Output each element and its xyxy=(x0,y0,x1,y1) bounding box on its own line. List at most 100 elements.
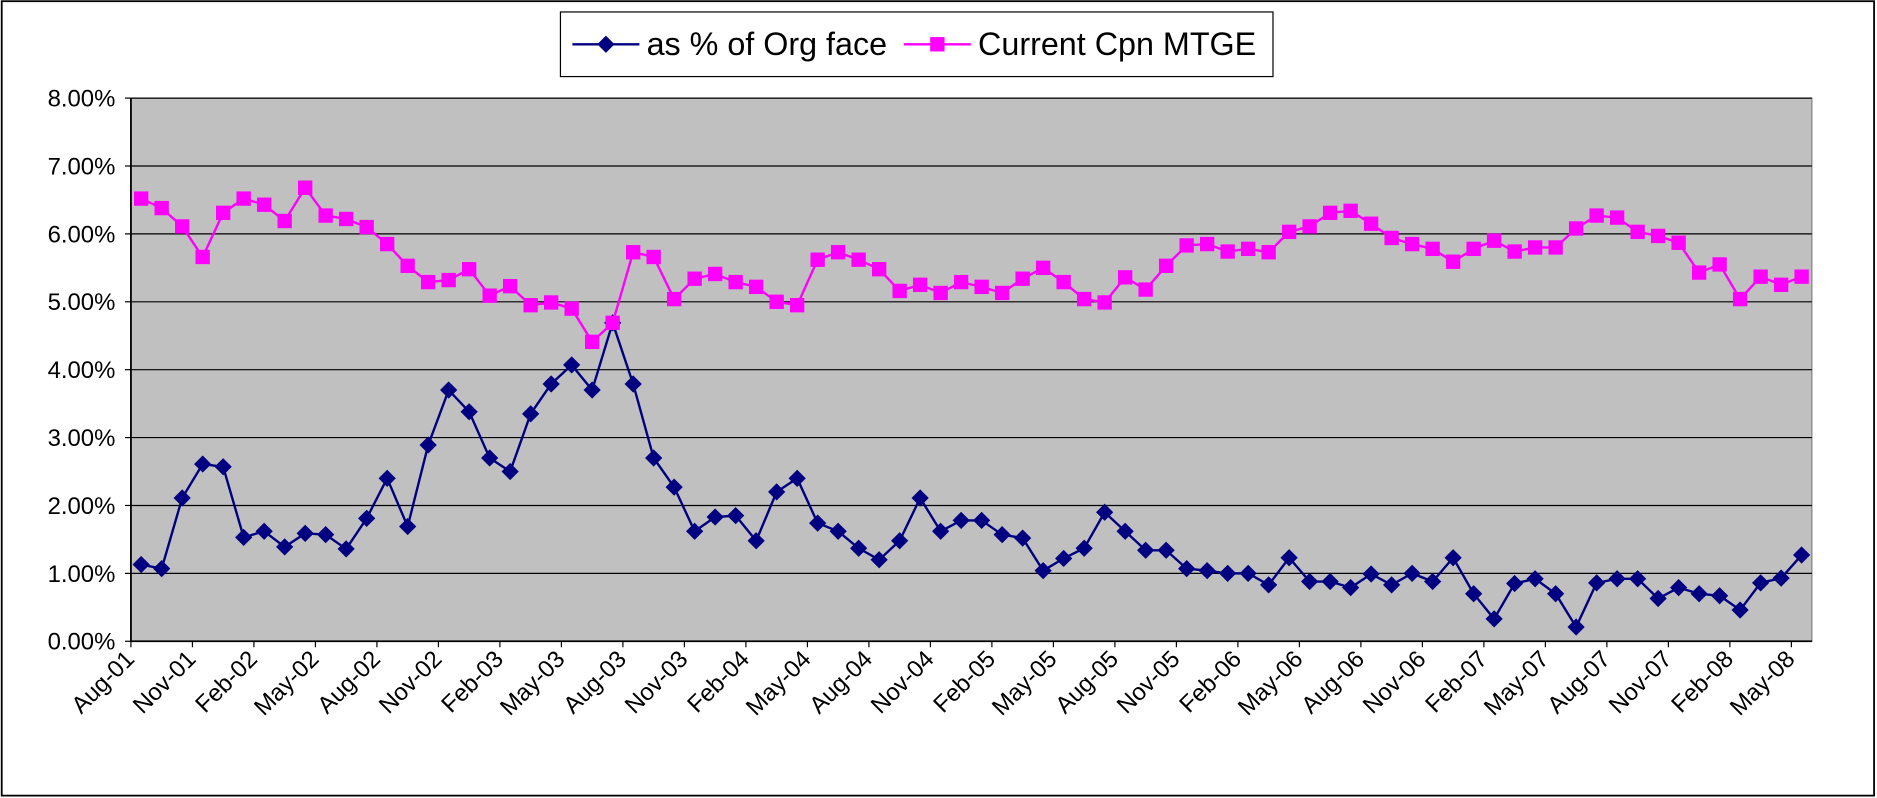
diamond-marker xyxy=(481,449,499,467)
square-marker xyxy=(1445,254,1461,269)
diamond-marker xyxy=(727,507,745,525)
square-marker xyxy=(523,298,538,313)
diamond-marker xyxy=(1444,549,1462,567)
diamond-marker xyxy=(1629,570,1647,588)
diamond-marker xyxy=(563,356,581,374)
plot-area: 0.00% 1.00% 2.00% 3.00% 4.00% 5.00% 6.00% 7.00%… xyxy=(48,85,1813,721)
square-marker xyxy=(851,252,866,267)
diamond-marker xyxy=(1465,585,1483,603)
diamond-marker xyxy=(1403,564,1421,582)
diamond-marker xyxy=(276,538,294,556)
diamond-marker xyxy=(706,508,724,526)
diamond-marker xyxy=(1711,587,1729,605)
square-marker xyxy=(482,288,497,303)
diamond-marker xyxy=(1239,564,1257,582)
diamond-marker xyxy=(1485,610,1503,628)
diamond-marker xyxy=(378,469,396,487)
diamond-marker xyxy=(686,522,704,540)
square-marker xyxy=(687,271,702,286)
square-marker xyxy=(707,266,723,282)
diamond-marker xyxy=(132,555,150,574)
diamond-marker xyxy=(1137,541,1155,559)
square-marker xyxy=(502,278,518,294)
square-marker xyxy=(1302,219,1317,234)
diamond-marker xyxy=(317,526,335,544)
diamond-marker xyxy=(597,35,615,53)
diamond-marker xyxy=(337,540,355,558)
diamond-marker xyxy=(952,511,970,530)
diamond-marker xyxy=(501,462,519,481)
diamond-marker xyxy=(1690,585,1708,603)
diamond-marker xyxy=(194,455,212,473)
square-marker xyxy=(1773,277,1789,292)
square-marker xyxy=(1363,216,1379,231)
square-marker xyxy=(1486,233,1502,248)
square-marker xyxy=(1753,269,1768,284)
diamond-marker xyxy=(1752,574,1770,592)
diamond-marker xyxy=(522,405,540,423)
square-marker xyxy=(1732,291,1748,307)
square-marker xyxy=(318,208,333,223)
legend-label: as % of Org face xyxy=(647,26,888,62)
diamond-marker xyxy=(1219,564,1237,582)
diamond-marker xyxy=(665,478,683,496)
diamond-marker xyxy=(255,522,273,540)
legend: as % of Org face Current Cpn MTGE xyxy=(559,11,1274,78)
legend-box xyxy=(559,11,1274,78)
square-marker xyxy=(174,219,190,234)
square-marker xyxy=(1220,244,1235,259)
y-tick-label: 1.00% xyxy=(48,561,116,588)
square-marker xyxy=(256,197,272,212)
square-marker xyxy=(892,283,907,299)
diamond-marker xyxy=(891,532,909,550)
diamond-marker xyxy=(870,551,888,569)
diamond-marker xyxy=(993,526,1011,544)
square-marker xyxy=(912,277,928,292)
diamond-marker xyxy=(1506,574,1524,593)
square-marker xyxy=(338,211,354,227)
square-marker xyxy=(1158,258,1174,273)
diamond-marker xyxy=(583,381,601,399)
diamond-marker xyxy=(624,375,642,393)
diamond-marker xyxy=(460,403,478,421)
y-tick-label: 6.00% xyxy=(48,221,116,248)
diamond-marker xyxy=(214,458,232,476)
square-marker xyxy=(543,295,559,310)
diamond-marker xyxy=(1096,503,1114,521)
diamond-marker xyxy=(1588,574,1606,592)
square-marker xyxy=(605,315,620,331)
diamond-marker xyxy=(1424,572,1442,591)
square-marker xyxy=(748,279,764,295)
diamond-marker xyxy=(809,514,827,532)
diamond-marker xyxy=(1772,569,1790,587)
y-tick-label: 2.00% xyxy=(48,493,116,520)
square-marker xyxy=(154,200,169,216)
legend-label: Current Cpn MTGE xyxy=(978,26,1256,62)
diamond-marker xyxy=(1055,549,1073,568)
square-marker xyxy=(1076,291,1092,307)
diamond-marker xyxy=(296,524,314,542)
diamond-marker xyxy=(788,469,806,487)
square-marker xyxy=(1507,244,1522,259)
square-marker xyxy=(1404,236,1420,252)
square-marker xyxy=(1384,230,1399,246)
square-marker xyxy=(1240,241,1256,257)
diamond-marker xyxy=(1567,618,1585,636)
square-marker xyxy=(830,245,846,260)
diamond-marker xyxy=(1157,541,1175,559)
diamond-marker xyxy=(1280,549,1298,567)
square-marker xyxy=(1117,270,1133,285)
square-marker xyxy=(1343,203,1358,218)
diamond-marker xyxy=(973,511,991,530)
square-marker xyxy=(1015,271,1030,286)
square-marker xyxy=(1281,224,1297,240)
square-marker xyxy=(1527,240,1543,255)
square-marker xyxy=(728,274,743,290)
diamond-marker xyxy=(358,509,376,528)
square-marker xyxy=(1712,257,1727,272)
series-line xyxy=(140,185,1803,344)
diamond-marker xyxy=(747,532,765,550)
diamond-marker xyxy=(1198,562,1216,580)
square-marker xyxy=(420,274,436,290)
square-marker xyxy=(953,274,969,290)
